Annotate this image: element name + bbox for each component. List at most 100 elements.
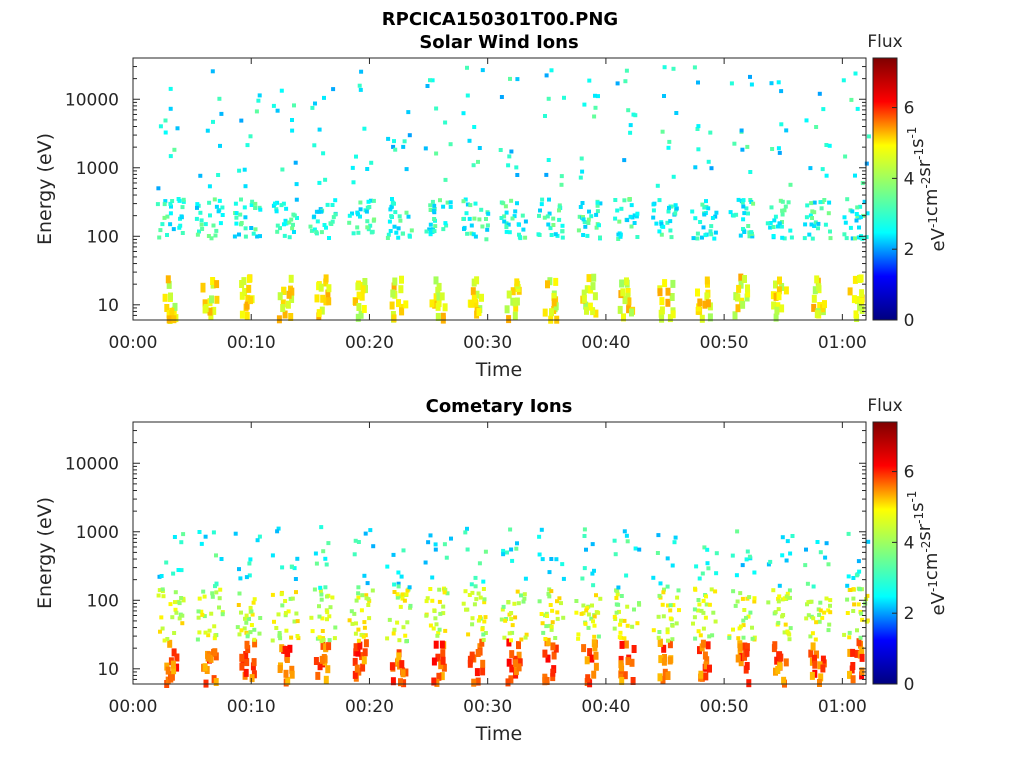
- heatmap-cell: [589, 654, 595, 663]
- heatmap-cell: [470, 590, 475, 595]
- y-tick-label: 1000: [76, 159, 119, 179]
- heatmap-cell: [808, 634, 813, 639]
- heatmap-cell: [517, 222, 521, 227]
- heatmap-cell: [667, 314, 673, 323]
- heatmap-cell: [741, 635, 746, 640]
- heatmap-cell: [624, 573, 629, 578]
- heatmap-cell: [667, 205, 671, 210]
- heatmap-cell: [746, 614, 751, 619]
- heatmap-cell: [202, 305, 208, 314]
- heatmap-cell: [242, 167, 247, 172]
- heatmap-cell: [214, 581, 219, 586]
- heatmap-cell: [363, 531, 368, 536]
- heatmap-cell: [214, 590, 219, 595]
- heatmap-cell: [501, 604, 506, 609]
- heatmap-cell: [280, 603, 285, 608]
- heatmap-cell: [199, 541, 204, 546]
- heatmap-cell: [180, 205, 185, 210]
- heatmap-cell: [172, 631, 177, 635]
- heatmap-cell: [828, 229, 832, 234]
- heatmap-cell: [852, 275, 858, 284]
- colorbar-tick-label: 4: [904, 533, 915, 553]
- colorbar-bar: [872, 57, 898, 321]
- heatmap-cell: [365, 167, 370, 171]
- heatmap-cell: [295, 619, 300, 624]
- heatmap-cell: [710, 216, 715, 220]
- heatmap-cell: [842, 215, 847, 220]
- heatmap-cell: [808, 213, 813, 218]
- heatmap-cell: [670, 563, 675, 568]
- heatmap-cell: [547, 594, 552, 599]
- heatmap-cell: [864, 235, 869, 240]
- heatmap-cell: [401, 625, 406, 630]
- heatmap-cell: [626, 297, 632, 306]
- heatmap-cell: [844, 236, 849, 241]
- heatmap-cell: [709, 587, 714, 592]
- heatmap-cell: [509, 149, 514, 154]
- heatmap-cell: [710, 633, 715, 638]
- heatmap-cell: [584, 656, 590, 665]
- heatmap-cell: [426, 540, 431, 545]
- heatmap-cell: [669, 293, 675, 301]
- heatmap-cell: [785, 539, 790, 544]
- heatmap-cell: [471, 678, 477, 687]
- heatmap-cell: [397, 214, 402, 219]
- heatmap-cell: [593, 93, 597, 98]
- heatmap-cell: [249, 226, 254, 230]
- heatmap-cell: [209, 611, 214, 616]
- heatmap-cell: [464, 607, 468, 612]
- heatmap-cell: [319, 655, 325, 664]
- heatmap-cell: [171, 571, 176, 576]
- heatmap-cell: [354, 154, 358, 159]
- heatmap-cell: [157, 588, 162, 593]
- heatmap-cell: [541, 630, 546, 635]
- heatmap-cell: [713, 619, 718, 624]
- x-tick-label: 00:40: [581, 697, 630, 717]
- heatmap-cell: [536, 232, 541, 237]
- heatmap-cell: [274, 207, 279, 212]
- heatmap-cell: [316, 309, 322, 318]
- heatmap-cell: [514, 278, 520, 287]
- heatmap-cell: [179, 596, 184, 600]
- heatmap-cell: [853, 310, 859, 319]
- heatmap-cell: [478, 595, 483, 600]
- heatmap-cell: [620, 288, 626, 297]
- heatmap-cell: [255, 234, 260, 239]
- heatmap-cell: [818, 608, 823, 613]
- heatmap-cell: [350, 621, 355, 626]
- heatmap-cell: [168, 201, 173, 206]
- heatmap-cell: [637, 547, 642, 552]
- heatmap-cell: [810, 642, 816, 651]
- heatmap-cell: [239, 222, 243, 227]
- heatmap-cell: [165, 637, 170, 641]
- heatmap-cell: [284, 206, 289, 211]
- heatmap-cell: [625, 292, 631, 301]
- heatmap-cell: [773, 214, 778, 219]
- heatmap-cell: [714, 571, 719, 576]
- heatmap-cell: [635, 211, 640, 216]
- heatmap-cell: [443, 587, 448, 592]
- heatmap-cell: [433, 542, 438, 547]
- heatmap-cell: [250, 612, 255, 617]
- heatmap-cell: [214, 280, 220, 289]
- heatmap-cell: [506, 315, 512, 324]
- heatmap-cell: [523, 635, 528, 640]
- heatmap-cell: [544, 624, 549, 629]
- heatmap-cell: [484, 237, 489, 242]
- heatmap-cell: [465, 93, 470, 98]
- heatmap-cell: [441, 204, 446, 209]
- heatmap-cell: [203, 534, 208, 539]
- heatmap-cell: [587, 209, 591, 214]
- heatmap-cell: [788, 626, 793, 631]
- heatmap-cell: [618, 663, 624, 672]
- heatmap-cell: [812, 224, 817, 228]
- heatmap-cell: [819, 206, 824, 211]
- heatmap-cell: [321, 151, 326, 156]
- heatmap-cell: [385, 564, 390, 569]
- heatmap-cell: [433, 616, 438, 621]
- heatmap-cell: [513, 209, 518, 214]
- heatmap-cell: [651, 202, 656, 207]
- heatmap-cell: [852, 602, 857, 607]
- heatmap-cell: [400, 231, 405, 236]
- heatmap-cell: [292, 103, 296, 108]
